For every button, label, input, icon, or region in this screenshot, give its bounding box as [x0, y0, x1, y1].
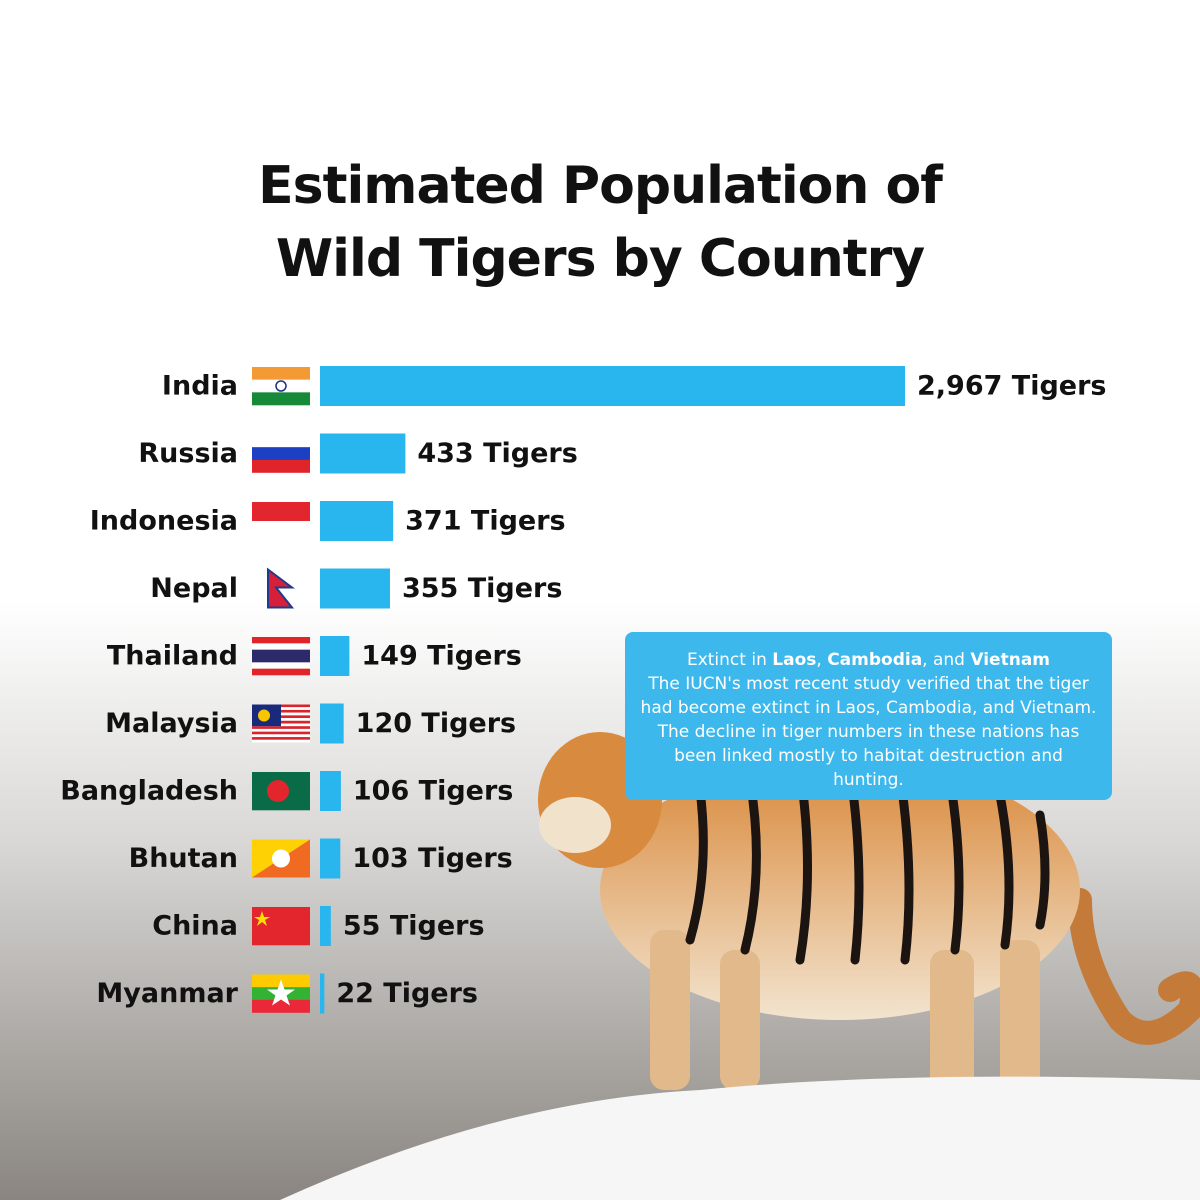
chart-title: Estimated Population of Wild Tigers by C… — [258, 156, 943, 289]
flag-part — [252, 434, 310, 448]
flag-part — [258, 709, 270, 722]
annotation-text: The IUCN's most recent study verified th… — [640, 674, 1097, 790]
bar — [320, 433, 406, 474]
bar — [320, 568, 390, 609]
flag-part — [275, 380, 287, 392]
flag-part — [252, 643, 310, 650]
annotation-heading-part: Extinct in — [686, 650, 773, 670]
flag-part — [252, 739, 310, 743]
annotation-heading: Extinct in Laos, Cambodia, and Vietnam — [639, 648, 1098, 672]
flag-part — [272, 849, 290, 868]
flag-part — [252, 392, 310, 406]
annotation-heading-part: Vietnam — [970, 650, 1051, 670]
value-label: 2,967 Tigers — [917, 371, 1107, 402]
flag-part — [267, 567, 295, 609]
value-label: 355 Tigers — [402, 573, 562, 604]
flag-part — [252, 726, 310, 729]
category-label: Thailand — [107, 641, 238, 672]
value-label: 103 Tigers — [352, 843, 512, 874]
bar — [320, 366, 905, 406]
value-label: 120 Tigers — [356, 708, 516, 739]
flag-part — [252, 379, 310, 393]
annotation-heading-part: , — [816, 650, 828, 670]
bar — [320, 973, 325, 1014]
flag-part — [252, 662, 310, 669]
flag-part — [252, 731, 310, 735]
flag-part — [252, 656, 310, 663]
value-label: 433 Tigers — [417, 438, 577, 469]
annotation: Extinct in Laos, Cambodia, and Vietnam T… — [625, 632, 1112, 800]
category-label: China — [152, 911, 238, 942]
category-label: Russia — [138, 438, 238, 469]
bar — [320, 838, 341, 879]
snow — [280, 1076, 1200, 1200]
flag-part — [252, 521, 310, 541]
flag-part — [252, 728, 310, 732]
value-label: 55 Tigers — [343, 911, 485, 942]
flag — [252, 434, 310, 473]
bar — [320, 636, 350, 676]
category-label: Bangladesh — [60, 776, 238, 807]
category-label: Myanmar — [96, 978, 238, 1009]
flag — [267, 567, 295, 609]
bar — [320, 703, 344, 744]
flag-part — [252, 999, 310, 1013]
bar — [320, 906, 331, 946]
flag-part — [252, 447, 310, 461]
value-label: 22 Tigers — [336, 978, 478, 1009]
flag-part — [252, 637, 310, 644]
flag-part — [252, 649, 310, 657]
flag — [252, 907, 310, 946]
category-label: Nepal — [150, 573, 238, 604]
value-label: 106 Tigers — [353, 776, 513, 807]
flag — [252, 839, 310, 878]
flag — [252, 772, 310, 811]
value-label: 149 Tigers — [361, 641, 521, 672]
category-label: Malaysia — [105, 708, 238, 739]
flag-part — [254, 911, 270, 926]
flag-part — [267, 979, 295, 1006]
flag-part — [252, 668, 310, 676]
flag — [252, 502, 310, 541]
flag — [252, 974, 310, 1013]
annotation-heading-part: Laos — [772, 650, 817, 670]
category-label: Indonesia — [90, 506, 238, 537]
flag-part — [252, 907, 310, 946]
bar — [320, 771, 341, 811]
category-label: India — [162, 371, 238, 402]
flag-part — [252, 734, 310, 738]
flag-part — [252, 502, 310, 522]
flag — [252, 704, 310, 743]
category-label: Bhutan — [129, 843, 238, 874]
flag-part — [252, 367, 310, 380]
tiger-illustration — [538, 732, 1200, 1090]
flag — [252, 367, 310, 406]
annotation-heading-part: , and — [922, 650, 971, 670]
flag — [252, 637, 310, 676]
annotation-heading-part: Cambodia — [827, 650, 923, 670]
bar — [320, 501, 394, 541]
flag-part — [252, 459, 310, 473]
value-label: 371 Tigers — [405, 506, 565, 537]
flag-part — [252, 737, 310, 740]
flag-part — [267, 780, 289, 802]
